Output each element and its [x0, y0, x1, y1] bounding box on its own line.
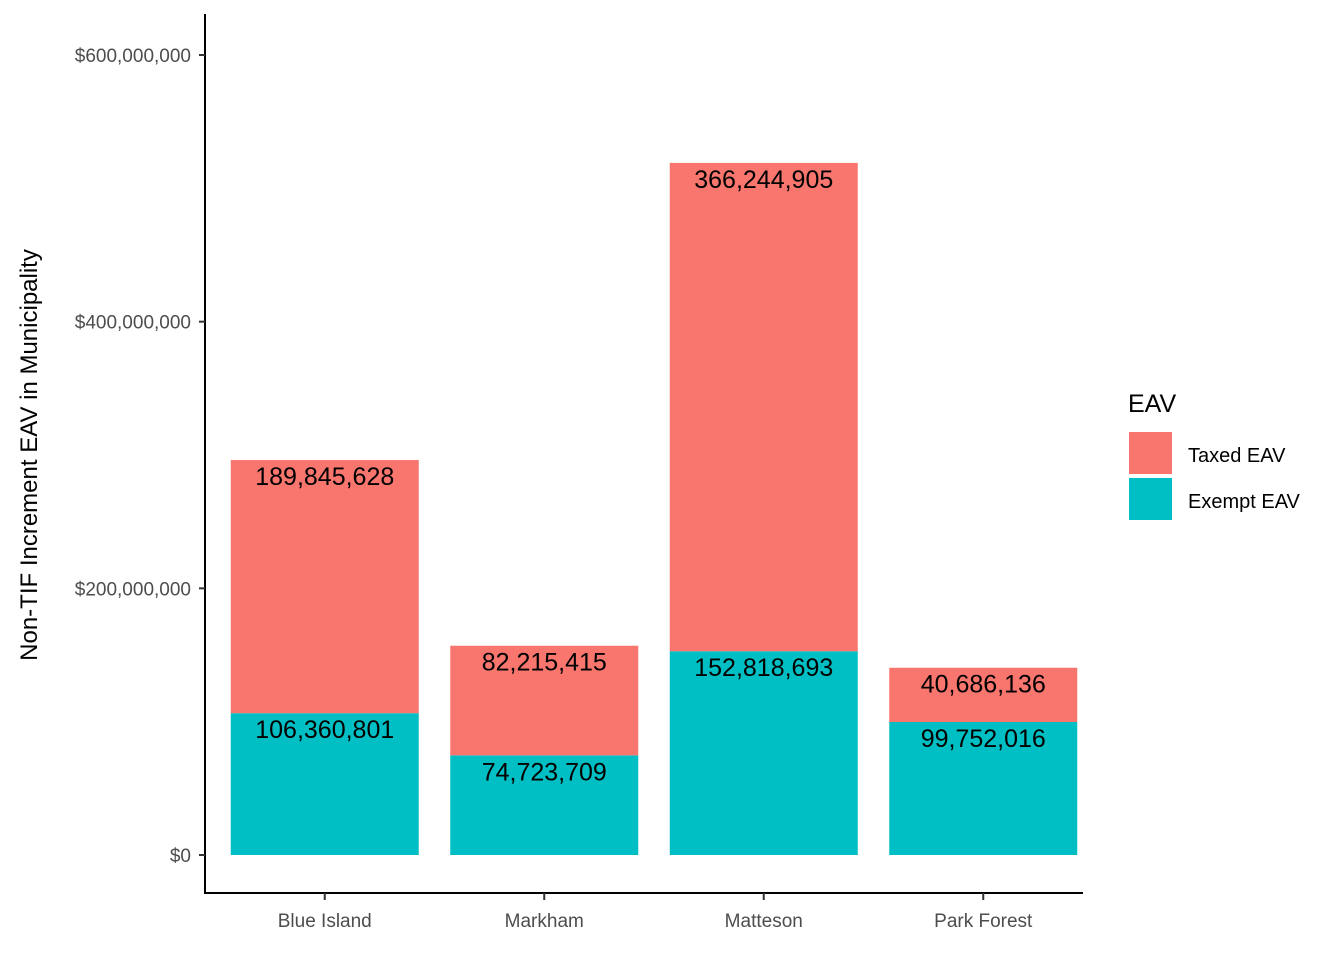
bar-segment-exempt-eav [889, 721, 1078, 855]
legend: EAV Taxed EAV Exempt EAV [1128, 390, 1301, 520]
x-axis: Blue Island Markham Matteson Park Forest [204, 892, 1083, 932]
x-tick-label: Park Forest [934, 911, 1033, 932]
bar-segment-taxed-eav [669, 162, 858, 652]
legend-swatch-exempt [1129, 478, 1172, 520]
bar-segment-taxed-eav [450, 645, 639, 756]
data-label: 40,686,136 [921, 671, 1046, 699]
x-tick-label: Blue Island [278, 911, 372, 932]
data-label: 366,244,905 [694, 166, 833, 194]
bar-segment-exempt-eav [669, 651, 858, 855]
y-tick-label: $400,000,000 [75, 313, 191, 334]
legend-swatch-taxed [1129, 432, 1172, 474]
y-axis-title: Non-TIF Increment EAV in Municipality [16, 249, 43, 661]
bar-segment-exempt-eav [230, 713, 419, 855]
legend-label-exempt: Exempt EAV [1188, 491, 1301, 513]
bar-segment-taxed-eav [230, 460, 419, 714]
y-tick-label: $200,000,000 [75, 579, 191, 600]
data-label: 106,360,801 [255, 716, 394, 744]
y-tick-label: $600,000,000 [75, 46, 191, 67]
legend-label-taxed: Taxed EAV [1188, 445, 1286, 467]
bar-segment-taxed-eav [889, 667, 1078, 722]
legend-title: EAV [1128, 390, 1176, 418]
y-tick-label: $0 [170, 846, 191, 867]
y-axis: $0 $200,000,000 $400,000,000 $600,000,000 [75, 14, 206, 894]
bar-segment-exempt-eav [450, 755, 639, 855]
data-label: 189,845,628 [255, 463, 394, 491]
data-label: 152,818,693 [694, 654, 833, 682]
data-label: 74,723,709 [482, 758, 607, 786]
data-label: 99,752,016 [921, 725, 1046, 753]
bars-layer [230, 162, 1078, 855]
data-labels-layer: 106,360,801 189,845,628 74,723,709 82,215,4… [255, 166, 1046, 786]
x-tick-label: Markham [505, 911, 584, 932]
data-label: 82,215,415 [482, 649, 607, 677]
x-tick-label: Matteson [725, 911, 803, 932]
